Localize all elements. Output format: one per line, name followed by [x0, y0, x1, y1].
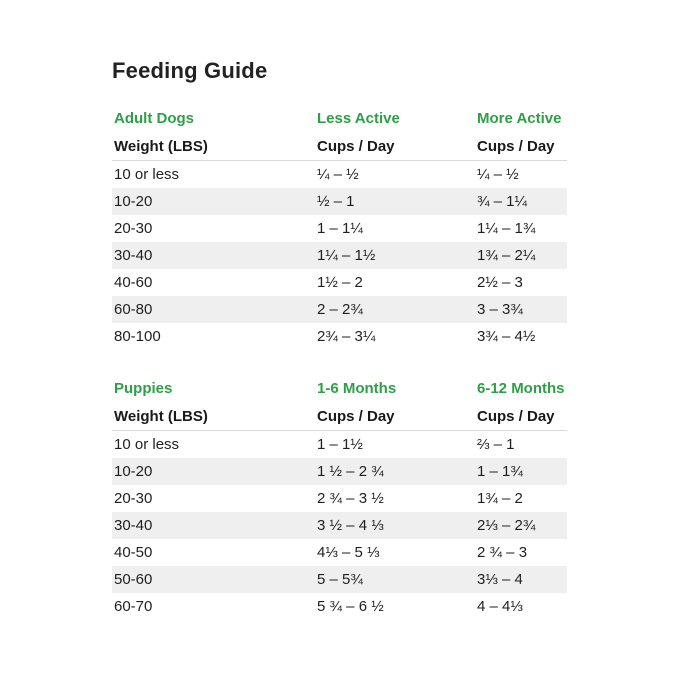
weight-cell: 10 or less	[114, 436, 180, 453]
cups-cell: 1 ½ – 2 ¾	[317, 463, 384, 480]
weight-cell: 20-30	[114, 220, 153, 237]
weight-cell: 60-70	[114, 598, 153, 615]
cups-cell: 2 ¾ – 3 ½	[317, 490, 384, 507]
cups-cell: 4 – 4⅓	[477, 598, 523, 615]
cups-cell: 1 – 1½	[317, 436, 363, 453]
table-row: 40-50 4⅓ – 5 ⅓ 2 ¾ – 3	[112, 539, 567, 566]
cups-cell: 5 ¾ – 6 ½	[317, 598, 384, 615]
table-row: 50-60 5 – 5¾ 3⅓ – 4	[112, 566, 567, 593]
column-header-cups-6-12: Cups / Day	[477, 407, 555, 425]
cups-cell: 1 – 1¼	[317, 220, 363, 237]
cups-cell: 1 – 1¾	[477, 463, 523, 480]
cups-cell: ¾ – 1¼	[477, 193, 528, 210]
weight-cell: 10-20	[114, 193, 153, 210]
group-label-puppies: Puppies	[114, 379, 173, 397]
column-header-cups-less-active: Cups / Day	[317, 137, 395, 155]
page-title: Feeding Guide	[112, 58, 268, 83]
cups-cell: 2 – 2¾	[317, 301, 363, 318]
puppies-table: Puppies 1-6 Months 6-12 Months Weight (L…	[112, 374, 567, 620]
table-row: 60-70 5 ¾ – 6 ½ 4 – 4⅓	[112, 593, 567, 620]
column-header-weight: Weight (LBS)	[114, 137, 208, 155]
group-label-adult-dogs: Adult Dogs	[114, 109, 194, 127]
cups-cell: ¼ – ½	[317, 166, 359, 183]
table-row: 40-60 1½ – 2 2½ – 3	[112, 269, 567, 296]
group-label-6-12-months: 6-12 Months	[477, 379, 565, 397]
group-label-less-active: Less Active	[317, 109, 400, 127]
column-header-cups-1-6: Cups / Day	[317, 407, 395, 425]
cups-cell: 1¼ – 1½	[317, 247, 376, 264]
group-label-more-active: More Active	[477, 109, 562, 127]
table-row: 80-100 2¾ – 3¼ 3¾ – 4½	[112, 323, 567, 350]
adult-dogs-table: Adult Dogs Less Active More Active Weigh…	[112, 104, 567, 350]
cups-cell: 3¾ – 4½	[477, 328, 536, 345]
weight-cell: 10-20	[114, 463, 153, 480]
cups-cell: 4⅓ – 5 ⅓	[317, 544, 380, 561]
cups-cell: 3 ½ – 4 ⅓	[317, 517, 384, 534]
table-row: 20-30 1 – 1¼ 1¼ – 1¾	[112, 215, 567, 242]
puppies-rows: 10 or less 1 – 1½ ⅔ – 1 10-20 1 ½ – 2 ¾ 1 – 1…	[112, 431, 567, 620]
table-row: 10-20 1 ½ – 2 ¾ 1 – 1¾	[112, 458, 567, 485]
weight-cell: 60-80	[114, 301, 153, 318]
cups-cell: 3⅓ – 4	[477, 571, 523, 588]
column-header-weight: Weight (LBS)	[114, 407, 208, 425]
weight-cell: 20-30	[114, 490, 153, 507]
adult-dogs-rows: 10 or less ¼ – ½ ¼ – ½ 10-20 ½ – 1 ¾ – 1¼ 20-3…	[112, 161, 567, 350]
cups-cell: 5 – 5¾	[317, 571, 363, 588]
cups-cell: 1¾ – 2¼	[477, 247, 536, 264]
weight-cell: 50-60	[114, 571, 153, 588]
weight-cell: 30-40	[114, 517, 153, 534]
adult-dogs-group-header: Adult Dogs Less Active More Active	[112, 104, 567, 132]
table-row: 20-30 2 ¾ – 3 ½ 1¾ – 2	[112, 485, 567, 512]
table-row: 60-80 2 – 2¾ 3 – 3¾	[112, 296, 567, 323]
weight-cell: 30-40	[114, 247, 153, 264]
cups-cell: 1¼ – 1¾	[477, 220, 536, 237]
cups-cell: ½ – 1	[317, 193, 355, 210]
group-label-1-6-months: 1-6 Months	[317, 379, 397, 397]
weight-cell: 40-50	[114, 544, 153, 561]
table-row: 10-20 ½ – 1 ¾ – 1¼	[112, 188, 567, 215]
cups-cell: ⅔ – 1	[477, 436, 515, 453]
cups-cell: 1¾ – 2	[477, 490, 523, 507]
weight-cell: 10 or less	[114, 166, 180, 183]
weight-cell: 40-60	[114, 274, 153, 291]
adult-dogs-column-header: Weight (LBS) Cups / Day Cups / Day	[112, 132, 567, 161]
cups-cell: 2¾ – 3¼	[317, 328, 376, 345]
table-row: 30-40 1¼ – 1½ 1¾ – 2¼	[112, 242, 567, 269]
table-row: 10 or less 1 – 1½ ⅔ – 1	[112, 431, 567, 458]
cups-cell: 1½ – 2	[317, 274, 363, 291]
cups-cell: 2 ¾ – 3	[477, 544, 528, 561]
puppies-group-header: Puppies 1-6 Months 6-12 Months	[112, 374, 567, 402]
puppies-column-header: Weight (LBS) Cups / Day Cups / Day	[112, 402, 567, 431]
table-row: 10 or less ¼ – ½ ¼ – ½	[112, 161, 567, 188]
cups-cell: 2⅓ – 2¾	[477, 517, 536, 534]
column-header-cups-more-active: Cups / Day	[477, 137, 555, 155]
table-row: 30-40 3 ½ – 4 ⅓ 2⅓ – 2¾	[112, 512, 567, 539]
weight-cell: 80-100	[114, 328, 161, 345]
cups-cell: 3 – 3¾	[477, 301, 523, 318]
cups-cell: ¼ – ½	[477, 166, 519, 183]
cups-cell: 2½ – 3	[477, 274, 523, 291]
